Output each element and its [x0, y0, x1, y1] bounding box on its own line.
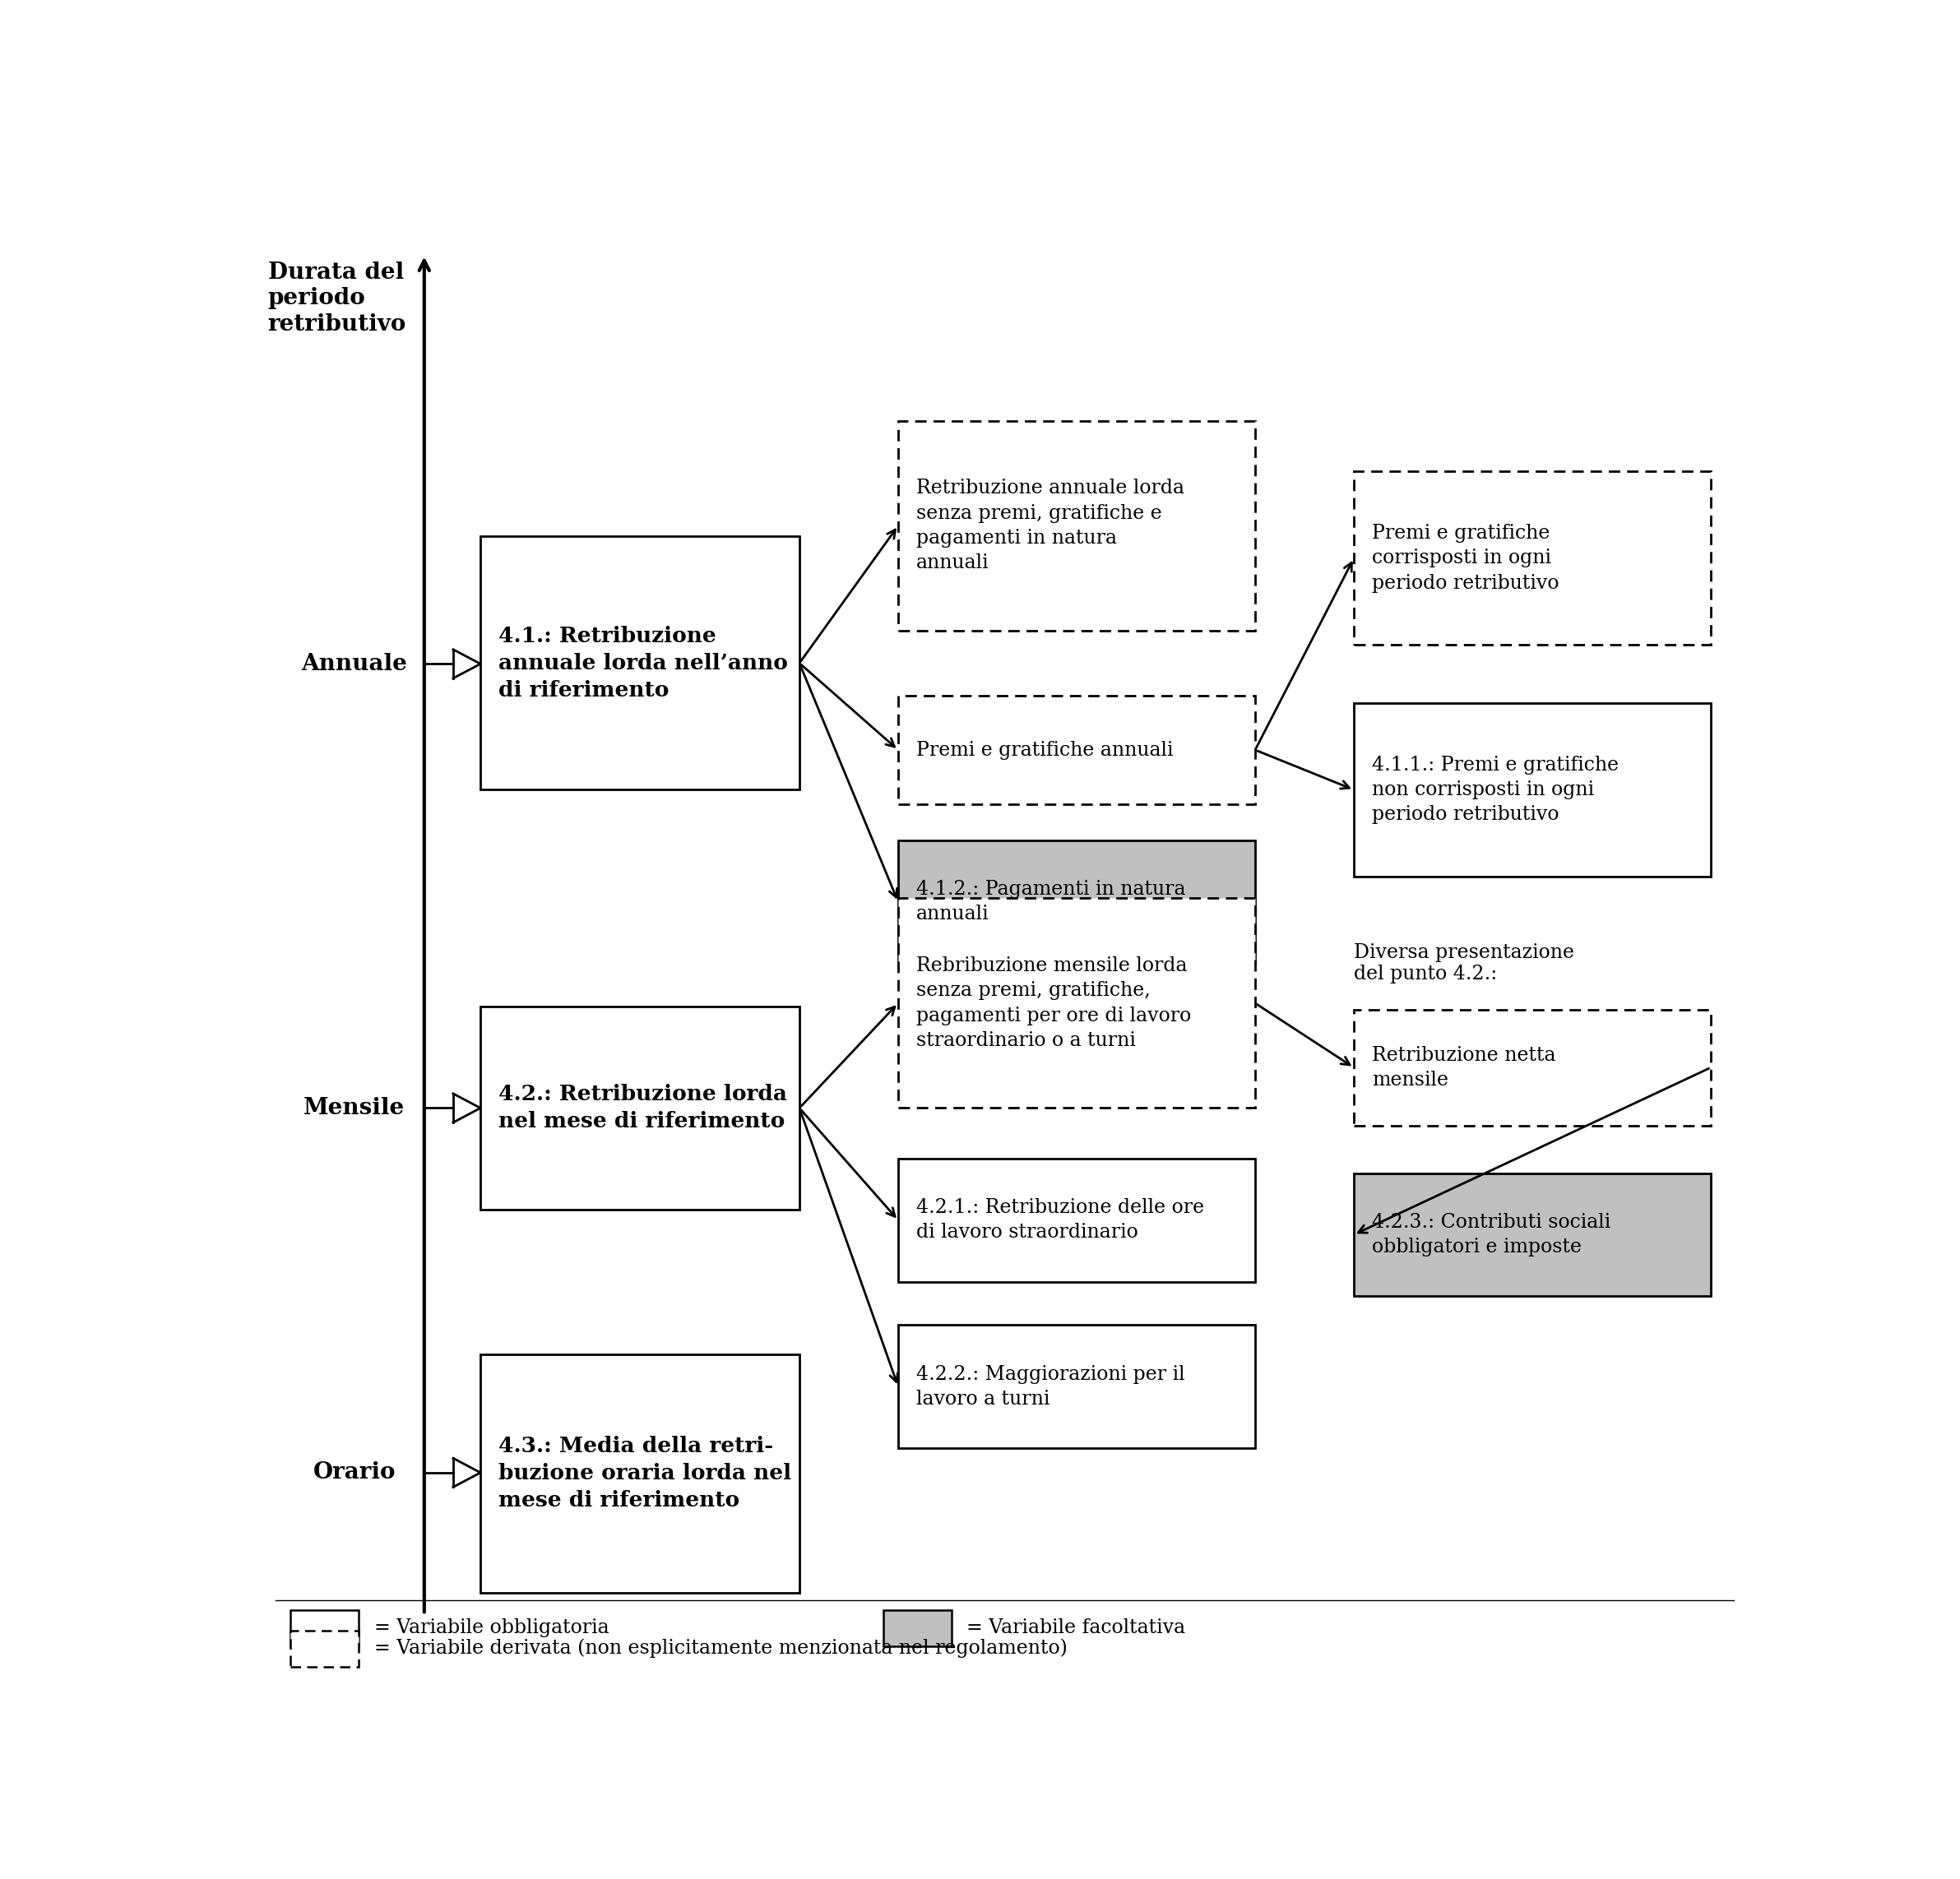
Text: Premi e gratifiche annuali: Premi e gratifiche annuali [917, 740, 1174, 759]
Text: Retribuzione annuale lorda
senza premi, gratifiche e
pagamenti in natura
annuali: Retribuzione annuale lorda senza premi, … [917, 479, 1184, 573]
Text: 4.2.1.: Retribuzione delle ore
di lavoro straordinario: 4.2.1.: Retribuzione delle ore di lavoro… [917, 1199, 1203, 1242]
Text: = Variabile facoltativa: = Variabile facoltativa [966, 1618, 1186, 1638]
Bar [480, 1355, 800, 1593]
Bar [290, 1610, 359, 1646]
Text: 4.2.3.: Contributi sociali
obbligatori e imposte: 4.2.3.: Contributi sociali obbligatori e… [1372, 1212, 1611, 1257]
Text: 4.2.2.: Maggiorazioni per il
lavoro a turni: 4.2.2.: Maggiorazioni per il lavoro a tu… [917, 1364, 1186, 1409]
Text: = Variabile derivata (non esplicitamente menzionata nel regolamento): = Variabile derivata (non esplicitamente… [374, 1638, 1068, 1657]
Bar [1354, 703, 1711, 876]
Text: 4.3.: Media della retri-
buzione oraria lorda nel
mese di riferimento: 4.3.: Media della retri- buzione oraria … [498, 1436, 792, 1511]
Text: Premi e gratifiche
corrisposti in ogni
periodo retributivo: Premi e gratifiche corrisposti in ogni p… [1372, 524, 1560, 592]
Text: Mensile: Mensile [304, 1097, 406, 1120]
Bar [1354, 1009, 1711, 1126]
Bar [290, 1631, 359, 1667]
Bar [898, 898, 1254, 1109]
Bar [898, 421, 1254, 631]
Bar [1354, 1172, 1711, 1297]
Text: Orario: Orario [314, 1462, 396, 1484]
Bar [898, 840, 1254, 964]
Text: 4.1.2.: Pagamenti in natura
annuali: 4.1.2.: Pagamenti in natura annuali [917, 879, 1186, 924]
Text: Retribuzione netta
mensile: Retribuzione netta mensile [1372, 1045, 1556, 1090]
Text: 4.2.: Retribuzione lorda
nel mese di riferimento: 4.2.: Retribuzione lorda nel mese di rif… [498, 1084, 788, 1131]
Text: = Variabile obbligatoria: = Variabile obbligatoria [374, 1618, 610, 1638]
Text: 4.1.1.: Premi e gratifiche
non corrisposti in ogni
periodo retributivo: 4.1.1.: Premi e gratifiche non corrispos… [1372, 755, 1619, 825]
Text: Diversa presentazione
del punto 4.2.:: Diversa presentazione del punto 4.2.: [1354, 943, 1574, 985]
Text: Annuale: Annuale [302, 652, 408, 675]
Bar [882, 1610, 951, 1646]
Text: Rebribuzione mensile lorda
senza premi, gratifiche,
pagamenti per ore di lavoro
: Rebribuzione mensile lorda senza premi, … [917, 956, 1192, 1050]
Bar [480, 537, 800, 789]
Bar [898, 1159, 1254, 1281]
Bar [1354, 472, 1711, 644]
Bar [898, 695, 1254, 804]
Text: 4.1.: Retribuzione
annuale lorda nell’anno
di riferimento: 4.1.: Retribuzione annuale lorda nell’an… [498, 626, 788, 701]
Bar [898, 1325, 1254, 1449]
Bar [480, 1007, 800, 1210]
Text: Durata del
periodo
retributivo: Durata del periodo retributivo [269, 261, 406, 334]
